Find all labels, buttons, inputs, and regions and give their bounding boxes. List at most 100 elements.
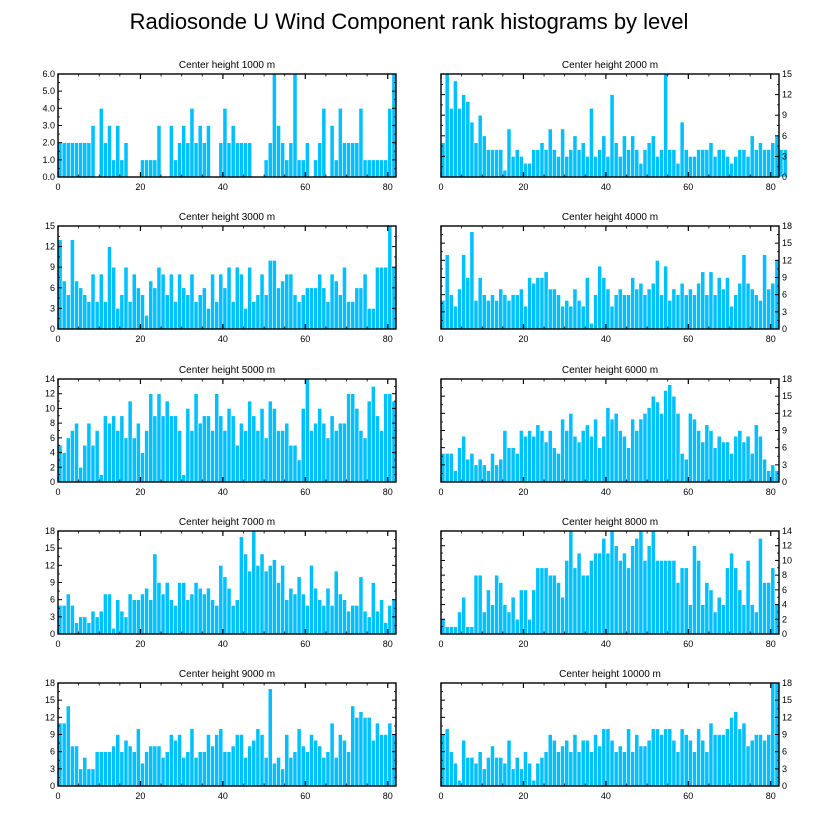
bar: [193, 393, 199, 483]
bar: [305, 142, 310, 178]
bar: [481, 464, 487, 483]
bar: [477, 751, 483, 787]
bar: [589, 560, 594, 635]
x-tick-label: 80: [383, 791, 393, 801]
bar: [94, 430, 100, 483]
bar: [457, 779, 462, 787]
bar: [127, 593, 133, 635]
bar: [749, 288, 755, 330]
bar: [663, 265, 669, 330]
bar: [189, 728, 195, 787]
bar: [239, 536, 244, 635]
bar: [243, 553, 248, 635]
bar: [123, 437, 129, 483]
bar: [601, 728, 607, 787]
bar: [770, 464, 776, 483]
bar: [556, 582, 561, 635]
bar: [383, 622, 389, 635]
bar: [276, 287, 281, 330]
y-tick-label: 3: [782, 764, 787, 774]
bar: [646, 288, 652, 330]
bar: [201, 593, 207, 635]
bar: [564, 156, 570, 178]
bar: [638, 745, 644, 787]
bar: [601, 277, 607, 330]
bar: [667, 149, 673, 178]
bar: [547, 288, 553, 330]
bar: [535, 149, 541, 178]
bar: [160, 757, 166, 787]
bar: [346, 751, 351, 787]
bar: [733, 294, 739, 330]
y-tick-label: 6: [50, 283, 55, 293]
bar: [609, 305, 615, 330]
bar: [749, 135, 755, 178]
bar: [560, 305, 565, 330]
bar: [317, 273, 323, 330]
bar: [144, 430, 149, 483]
bar: [107, 246, 112, 330]
bar: [510, 447, 516, 483]
bar: [457, 447, 462, 483]
bar: [696, 149, 701, 178]
bar: [387, 393, 393, 483]
bar: [98, 108, 104, 178]
bar: [527, 618, 532, 635]
x-tick-label: 0: [55, 182, 60, 192]
bar: [622, 751, 627, 787]
bar: [86, 142, 92, 178]
bar: [729, 552, 734, 635]
bar: [366, 616, 372, 635]
bar: [255, 565, 261, 635]
bar: [358, 108, 364, 178]
x-tick-label: 60: [300, 791, 310, 801]
bar: [214, 301, 220, 330]
bar: [247, 570, 253, 635]
bar: [543, 751, 549, 787]
bar: [650, 530, 656, 635]
bar: [189, 430, 195, 483]
bar: [580, 305, 586, 330]
bar: [173, 415, 178, 483]
y-tick-label: 0.0: [42, 172, 55, 182]
x-tick-label: 40: [218, 334, 228, 344]
bar: [519, 288, 524, 330]
bar: [630, 751, 636, 787]
bar: [276, 430, 281, 483]
bar: [280, 565, 286, 635]
bar: [342, 142, 347, 178]
bar: [321, 422, 327, 483]
bar: [486, 149, 491, 178]
bar: [675, 413, 681, 483]
bar: [539, 757, 545, 787]
bar: [609, 530, 615, 635]
bar: [679, 567, 685, 635]
bar: [214, 605, 220, 635]
bar: [613, 751, 619, 787]
bar: [762, 582, 767, 635]
y-tick-label: 1.0: [42, 155, 55, 165]
x-tick-label: 20: [135, 487, 145, 497]
y-tick-label: 6: [782, 290, 787, 300]
bar: [156, 582, 162, 635]
bar: [642, 745, 648, 787]
bar: [543, 271, 549, 330]
bar: [156, 266, 162, 330]
y-tick-label: 8: [782, 570, 787, 580]
bar: [325, 301, 331, 330]
bar: [683, 458, 689, 483]
bar: [267, 565, 273, 635]
bar: [300, 159, 306, 178]
bar: [453, 80, 458, 178]
bar: [375, 266, 380, 330]
y-tick-label: 6: [50, 433, 55, 443]
x-tick-label: 0: [55, 639, 60, 649]
bar: [638, 282, 644, 330]
bar: [473, 574, 479, 635]
bar: [593, 552, 598, 635]
y-tick-label: 2: [50, 462, 55, 472]
bar: [239, 734, 244, 787]
bar: [659, 734, 664, 787]
bar: [506, 447, 512, 483]
bar: [350, 393, 356, 483]
